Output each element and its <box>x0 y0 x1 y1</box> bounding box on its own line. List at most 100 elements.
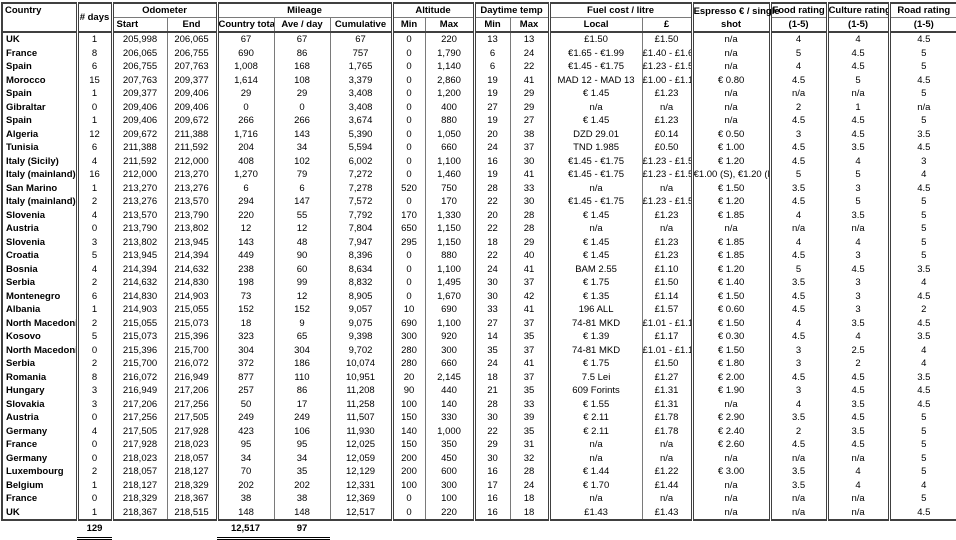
cell-temp_max[interactable]: 35 <box>509 330 550 344</box>
cell-odo_end[interactable]: 206,065 <box>166 32 217 47</box>
cell-odo_start[interactable]: 215,073 <box>110 330 167 344</box>
cell-odo_end[interactable]: 216,072 <box>166 357 217 371</box>
cell-mileage_cum[interactable]: 10,951 <box>329 370 393 384</box>
cell-alt_max[interactable]: 880 <box>424 114 475 128</box>
cell-mileage_cum[interactable]: 7,572 <box>329 195 393 209</box>
cell-road[interactable]: 5 <box>887 424 956 438</box>
cell-alt_min[interactable]: 200 <box>390 465 426 479</box>
cell-espresso[interactable]: € 1.40 <box>690 276 771 290</box>
cell-mileage_cum[interactable]: 9,702 <box>329 343 393 357</box>
cell-days[interactable]: 4 <box>75 154 112 168</box>
cell-mileage_ave[interactable]: 99 <box>273 276 330 290</box>
cell-mileage_ave[interactable]: 168 <box>273 60 330 74</box>
cell-odo_end[interactable]: 215,055 <box>166 303 217 317</box>
cell-fuel_gbp[interactable]: £1.17 <box>641 330 693 344</box>
cell-road[interactable]: 3.5 <box>887 370 956 384</box>
header-road-scale[interactable]: (1-5) <box>887 17 956 33</box>
cell-fuel_gbp[interactable]: £1.22 <box>641 465 693 479</box>
cell-days[interactable]: 1 <box>75 303 112 317</box>
cell-mileage_cum[interactable]: 12,517 <box>329 505 393 521</box>
cell-mileage_total[interactable]: 38 <box>215 492 274 506</box>
cell-days[interactable]: 5 <box>75 330 112 344</box>
cell-mileage_ave[interactable]: 147 <box>273 195 330 209</box>
header-days[interactable]: # days <box>75 2 112 33</box>
cell-temp_min[interactable]: 29 <box>472 438 511 452</box>
cell-food[interactable]: 3.5 <box>768 411 828 425</box>
cell-fuel_local[interactable]: 74-81 MKD <box>547 316 643 330</box>
cell-temp_min[interactable]: 20 <box>472 208 511 222</box>
header-alt-max[interactable]: Max <box>424 17 475 33</box>
cell-food[interactable]: 3.5 <box>768 276 828 290</box>
cell-food[interactable]: n/a <box>768 87 828 101</box>
header-culture-scale[interactable]: (1-5) <box>825 17 890 33</box>
cell-mileage_cum[interactable]: 9,398 <box>329 330 393 344</box>
header-temp-min[interactable]: Min <box>472 17 511 33</box>
cell-mileage_total[interactable]: 18 <box>215 316 274 330</box>
cell-mileage_ave[interactable]: 29 <box>273 87 330 101</box>
cell-mileage_total[interactable]: 238 <box>215 262 274 276</box>
cell-culture[interactable]: n/a <box>825 222 890 236</box>
cell-country[interactable]: Luxembourg <box>1 465 77 479</box>
cell-espresso[interactable]: n/a <box>690 46 771 60</box>
cell-days[interactable]: 16 <box>75 168 112 182</box>
cell-odo_start[interactable]: 213,945 <box>110 249 167 263</box>
cell-odo_end[interactable]: 212,000 <box>166 154 217 168</box>
cell-culture[interactable]: 1 <box>825 100 890 114</box>
cell-alt_min[interactable]: 0 <box>390 154 426 168</box>
header-group-fuel-cost[interactable]: Fuel cost / litre <box>547 2 693 18</box>
cell-days[interactable]: 3 <box>75 397 112 411</box>
cell-culture[interactable]: 2.5 <box>825 343 890 357</box>
cell-mileage_ave[interactable]: 148 <box>273 505 330 521</box>
cell-odo_end[interactable]: 209,672 <box>166 114 217 128</box>
cell-road[interactable]: 5 <box>887 492 956 506</box>
cell-days[interactable]: 8 <box>75 370 112 384</box>
cell-food[interactable]: 4 <box>768 235 828 249</box>
cell-espresso[interactable]: € 1.80 <box>690 357 771 371</box>
cell-alt_max[interactable]: 2,145 <box>424 370 475 384</box>
cell-alt_max[interactable]: 1,140 <box>424 60 475 74</box>
cell-alt_max[interactable]: 450 <box>424 451 475 465</box>
cell-odo_end[interactable]: 214,632 <box>166 262 217 276</box>
cell-food[interactable]: n/a <box>768 451 828 465</box>
cell-fuel_gbp[interactable]: £1.23 <box>641 208 693 222</box>
cell-odo_start[interactable]: 217,928 <box>110 438 167 452</box>
cell-days[interactable]: 8 <box>75 46 112 60</box>
cell-odo_start[interactable]: 215,396 <box>110 343 167 357</box>
cell-fuel_local[interactable]: € 1.45 <box>547 87 643 101</box>
cell-temp_max[interactable]: 38 <box>509 127 550 141</box>
cell-temp_max[interactable]: 33 <box>509 397 550 411</box>
cell-espresso[interactable]: n/a <box>690 505 771 521</box>
cell-alt_max[interactable]: 2,860 <box>424 73 475 87</box>
cell-fuel_gbp[interactable]: £0.50 <box>641 141 693 155</box>
cell-country[interactable]: Gibraltar <box>1 100 77 114</box>
cell-temp_max[interactable]: 37 <box>509 343 550 357</box>
cell-days[interactable]: 0 <box>75 222 112 236</box>
header-group-altitude[interactable]: Altitude <box>390 2 475 18</box>
cell-espresso[interactable]: € 3.00 <box>690 465 771 479</box>
cell-mileage_ave[interactable]: 110 <box>273 370 330 384</box>
cell-days[interactable]: 1 <box>75 181 112 195</box>
cell-odo_start[interactable]: 212,000 <box>110 168 167 182</box>
cell-road[interactable]: 5 <box>887 87 956 101</box>
cell-espresso[interactable]: € 2.40 <box>690 424 771 438</box>
cell-country[interactable]: Hungary <box>1 384 77 398</box>
cell-days[interactable]: 2 <box>75 357 112 371</box>
cell-mileage_ave[interactable]: 79 <box>273 168 330 182</box>
cell-mileage_cum[interactable]: 12,129 <box>329 465 393 479</box>
cell-mileage_cum[interactable]: 9,057 <box>329 303 393 317</box>
cell-alt_max[interactable]: 330 <box>424 411 475 425</box>
cell-road[interactable]: 4.5 <box>887 505 956 521</box>
cell-country[interactable]: France <box>1 438 77 452</box>
cell-alt_min[interactable]: 20 <box>390 370 426 384</box>
cell-odo_end[interactable]: 217,206 <box>166 384 217 398</box>
cell-temp_min[interactable]: 6 <box>472 60 511 74</box>
cell-country[interactable]: Slovenia <box>1 208 77 222</box>
cell-mileage_ave[interactable]: 48 <box>273 235 330 249</box>
cell-fuel_local[interactable]: 74-81 MKD <box>547 343 643 357</box>
cell-mileage_total[interactable]: 6 <box>215 181 274 195</box>
cell-temp_max[interactable]: 29 <box>509 100 550 114</box>
cell-culture[interactable]: 3.5 <box>825 424 890 438</box>
cell-culture[interactable]: n/a <box>825 492 890 506</box>
cell-fuel_local[interactable]: £1.50 <box>547 32 643 47</box>
header-culture-rating[interactable]: Culture rating <box>825 2 890 18</box>
